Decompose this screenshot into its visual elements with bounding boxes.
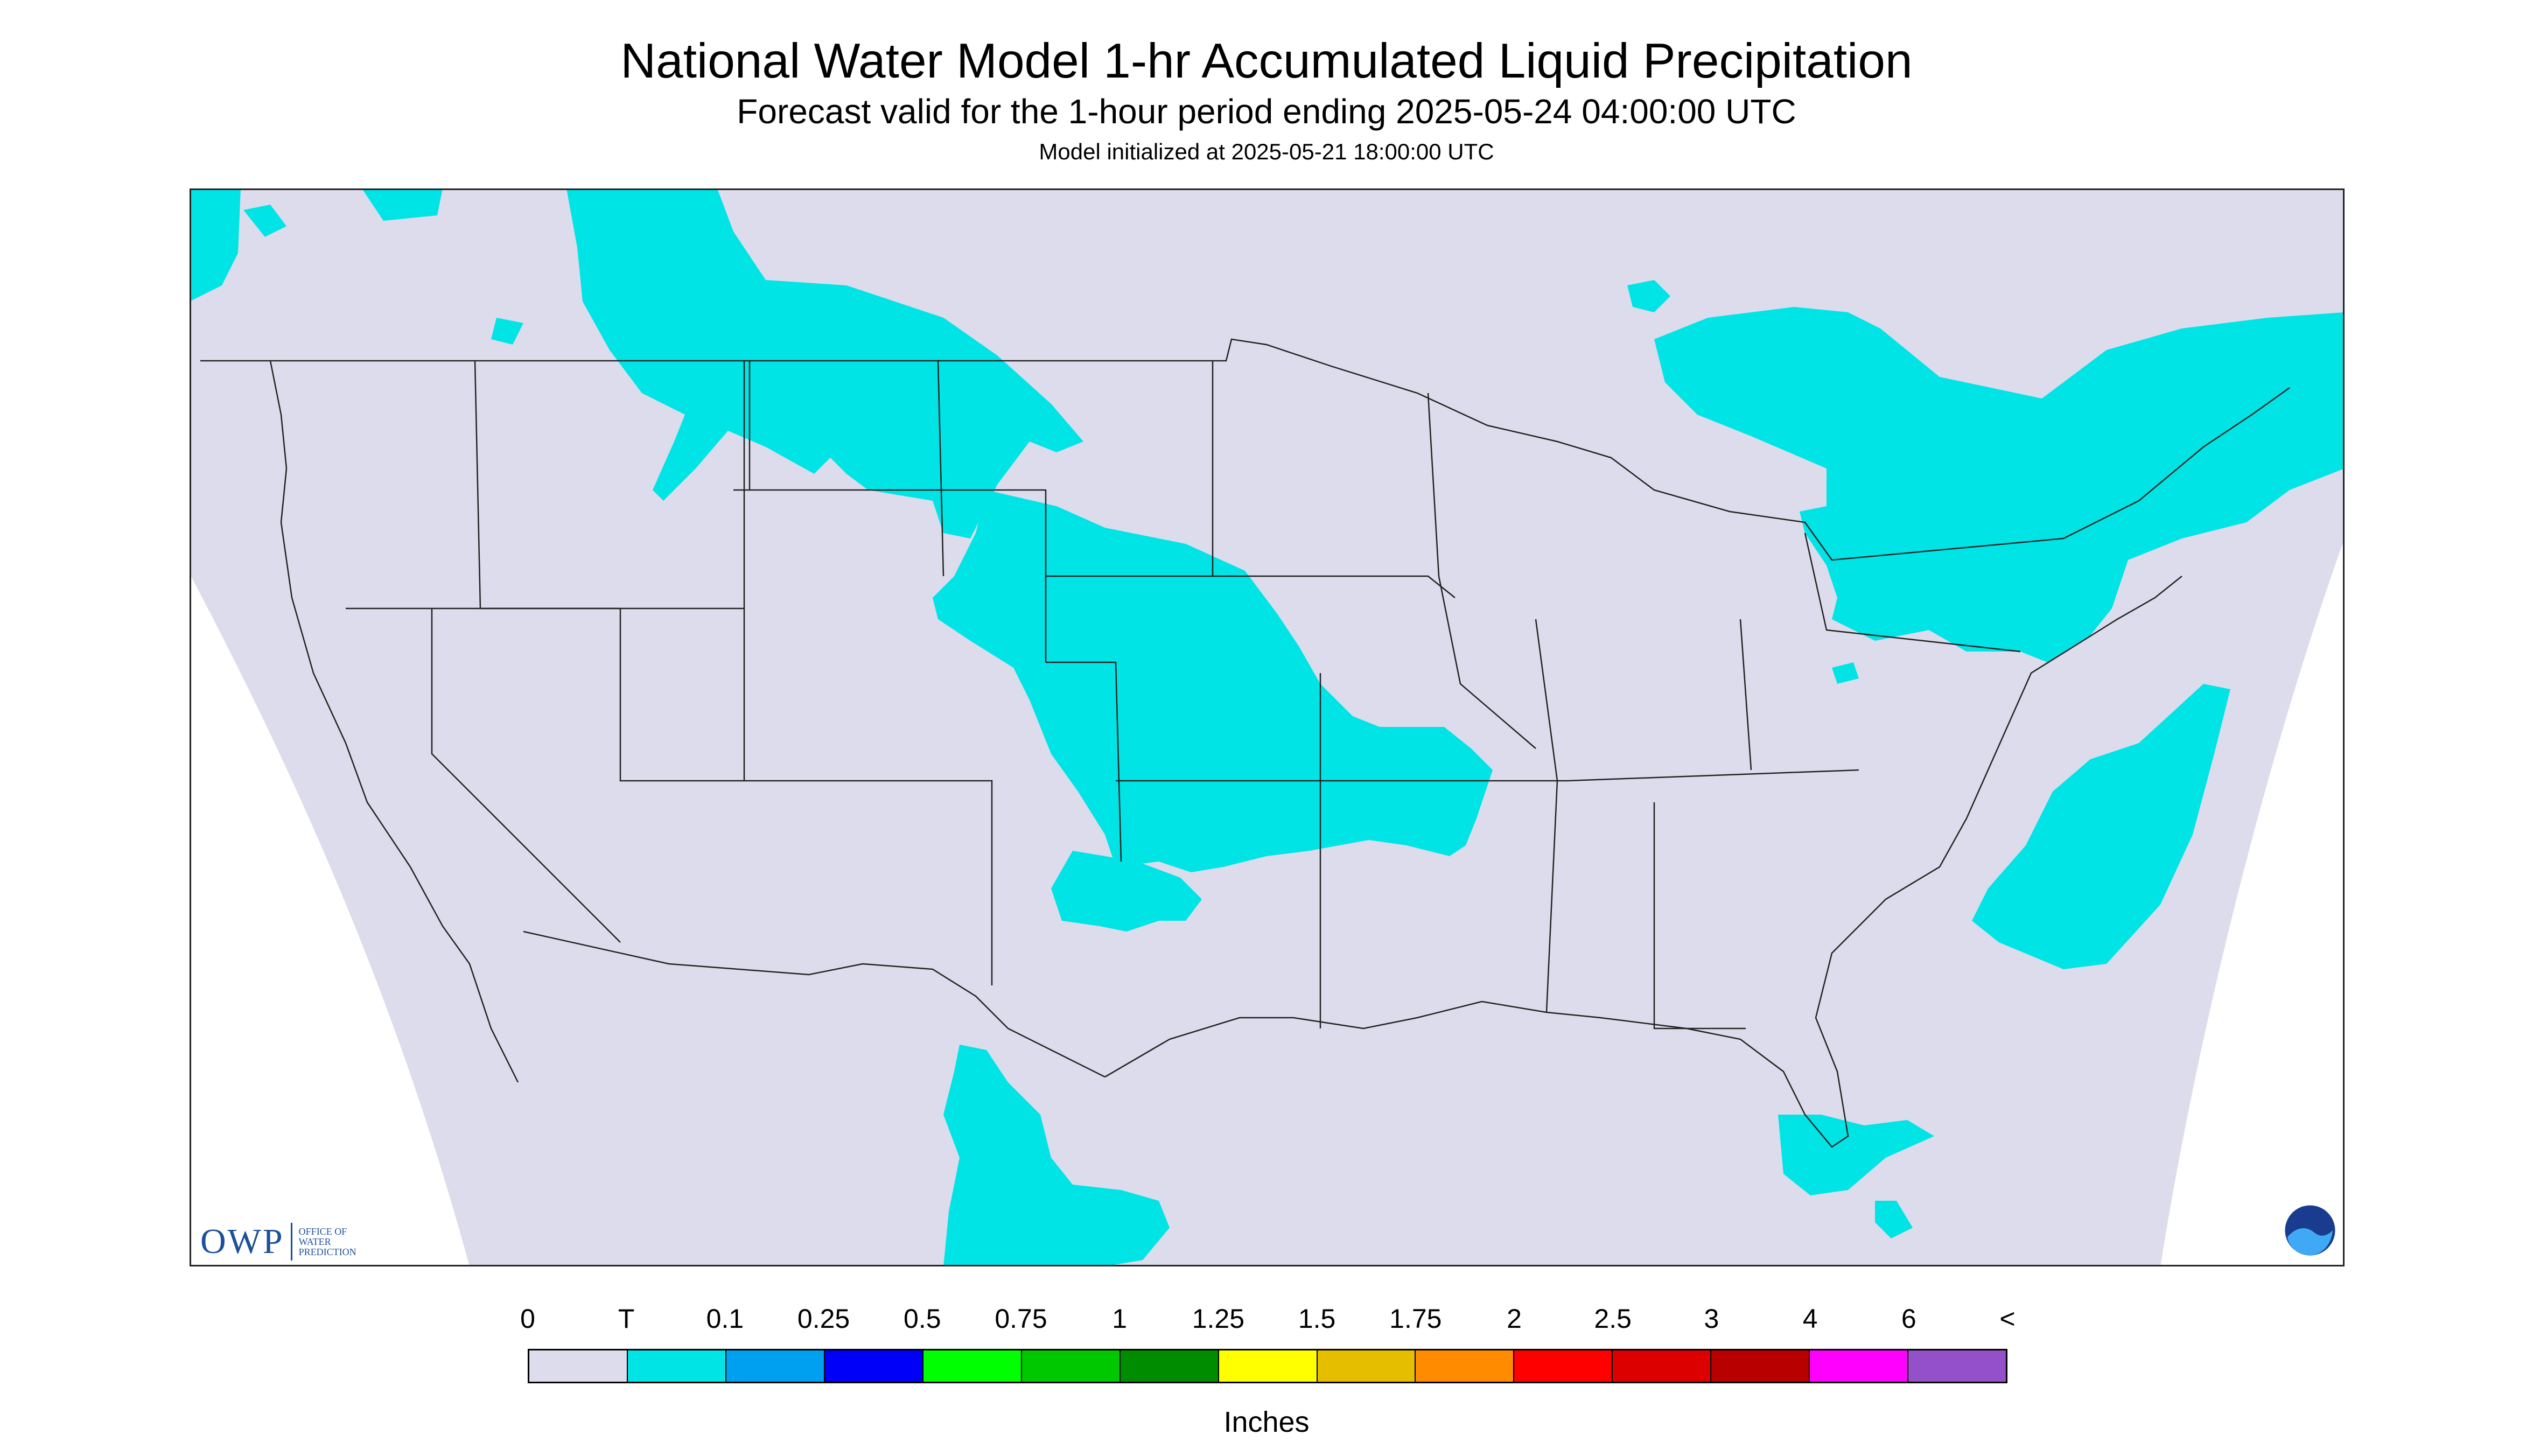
legend-label: 2 bbox=[1507, 1304, 1522, 1334]
precip-area-central-plains bbox=[933, 490, 1493, 872]
gulf-coast bbox=[1104, 576, 2182, 1148]
legend-label: 1 bbox=[1112, 1304, 1128, 1334]
legend-colorbar bbox=[528, 1349, 2007, 1383]
legend-swatch bbox=[627, 1350, 726, 1382]
legend-label: 0.25 bbox=[797, 1304, 850, 1334]
legend-label: < bbox=[1999, 1304, 2016, 1334]
legend-swatch bbox=[1514, 1350, 1613, 1382]
precipitation-map bbox=[190, 188, 2345, 1266]
map-title: National Water Model 1-hr Accumulated Li… bbox=[620, 34, 1913, 88]
legend-label: T bbox=[618, 1304, 635, 1334]
precip-areas bbox=[190, 188, 2345, 1266]
legend-swatch bbox=[1021, 1350, 1121, 1382]
legend-swatch bbox=[1219, 1350, 1318, 1382]
legend-swatch bbox=[1317, 1350, 1416, 1382]
legend-label: 1.25 bbox=[1192, 1304, 1245, 1334]
precip-area-northeast bbox=[1654, 307, 2345, 662]
legend-label: 1.5 bbox=[1298, 1304, 1336, 1334]
noaa-logo bbox=[2283, 1203, 2337, 1257]
boundary-lines bbox=[200, 338, 2290, 1148]
legend-swatch bbox=[1416, 1350, 1515, 1382]
pacific-coast bbox=[269, 360, 519, 1083]
legend-swatch bbox=[1120, 1350, 1219, 1382]
precip-area-southern-plains bbox=[1051, 851, 1202, 932]
canada-border bbox=[200, 338, 2290, 561]
legend-swatch bbox=[1908, 1350, 2006, 1382]
legend-swatch bbox=[824, 1350, 923, 1382]
precip-area-pacific-nw bbox=[190, 188, 241, 302]
precip-area-florida bbox=[1778, 1115, 1934, 1195]
precip-area-atlantic bbox=[1972, 684, 2230, 969]
legend-swatch bbox=[726, 1350, 825, 1382]
legend-swatch bbox=[1711, 1350, 1810, 1382]
legend-swatch bbox=[1810, 1350, 1909, 1382]
precip-area-mexico bbox=[943, 1045, 1170, 1266]
legend-label: 2.5 bbox=[1594, 1304, 1632, 1334]
owp-logo-subtext: OFFICE OF WATER PREDICTION bbox=[298, 1226, 356, 1257]
legend-label: 1.75 bbox=[1389, 1304, 1442, 1334]
mexico-border bbox=[523, 930, 1105, 1078]
owp-logo-text: OWP bbox=[200, 1222, 284, 1261]
owp-logo: OWP OFFICE OF WATER PREDICTION bbox=[200, 1221, 356, 1262]
precip-area-northern-plains bbox=[566, 188, 1083, 538]
legend-label: 4 bbox=[1802, 1304, 1818, 1334]
legend-units: Inches bbox=[1223, 1406, 1310, 1438]
legend-label: 0.75 bbox=[995, 1304, 1047, 1334]
legend-swatch bbox=[529, 1350, 628, 1382]
legend-label: 0.5 bbox=[904, 1304, 941, 1334]
legend-label: 6 bbox=[1901, 1304, 1916, 1334]
model-init-text: Model initialized at 2025-05-21 18:00:00… bbox=[1039, 139, 1494, 164]
legend-swatch bbox=[1613, 1350, 1712, 1382]
legend-label: 0.1 bbox=[706, 1304, 744, 1334]
legend-label: 0 bbox=[520, 1304, 535, 1334]
legend-label: 3 bbox=[1704, 1304, 1719, 1334]
forecast-valid-subtitle: Forecast valid for the 1-hour period end… bbox=[737, 92, 1796, 131]
legend-swatch bbox=[923, 1350, 1022, 1382]
